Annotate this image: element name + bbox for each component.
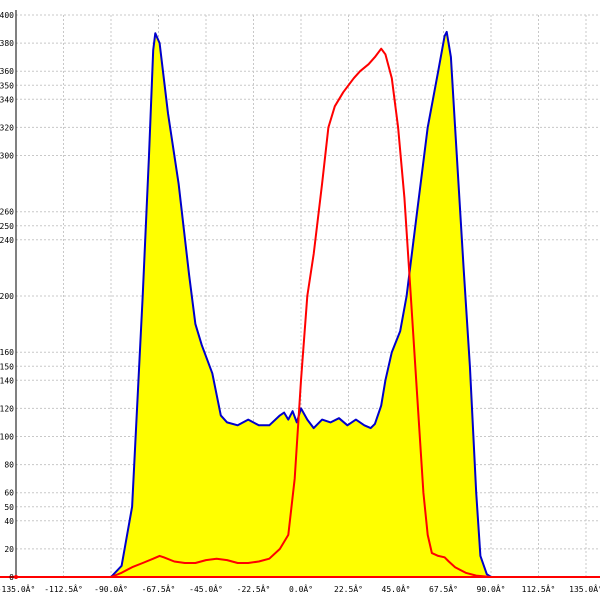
y-tick-label: 380 [0, 39, 14, 48]
x-tick-label: -90.0Â° [94, 583, 128, 594]
x-tick-label: -22.5Â° [237, 583, 271, 594]
x-tick-label: 90.0Â° [477, 583, 506, 594]
y-tick-label: 320 [0, 123, 14, 132]
x-tick-label: 112.5Â° [522, 583, 556, 594]
y-tick-label: 360 [0, 67, 14, 76]
y-tick-label: 80 [4, 461, 14, 470]
y-tick-label: 50 [4, 503, 14, 512]
axes [0, 10, 600, 579]
y-tick-label: 250 [0, 222, 14, 231]
y-tick-label: 340 [0, 95, 14, 104]
series-0-line [110, 30, 492, 578]
y-tick-label: 150 [0, 362, 14, 371]
y-tick-label: 0 [9, 573, 14, 582]
series-area-fill [111, 31, 491, 577]
y-tick-label: 300 [0, 152, 14, 161]
y-tick-label: 20 [4, 545, 14, 554]
y-tick-label: 140 [0, 376, 14, 385]
y-tick-label: 260 [0, 208, 14, 217]
y-tick-label: 200 [0, 292, 14, 301]
x-tick-label: 67.5Â° [429, 583, 458, 594]
x-tick-label: 45.0Â° [382, 583, 411, 594]
origin-marker [14, 575, 18, 579]
y-tick-label: 160 [0, 348, 14, 357]
y-tick-label: 60 [4, 489, 14, 498]
y-tick-label: 120 [0, 404, 14, 413]
y-tick-label: 240 [0, 236, 14, 245]
x-tick-label: -45.0Â° [189, 583, 223, 594]
series-1-line [110, 47, 492, 578]
x-tick-label: 135.0Â° [569, 583, 600, 594]
y-tick-label: 40 [4, 517, 14, 526]
y-tick-label: 400 [0, 11, 14, 20]
x-tick-label: 0.0Â° [289, 583, 313, 594]
x-tick-label: 22.5Â° [334, 583, 363, 594]
y-tick-label: 100 [0, 433, 14, 442]
tick-labels: 0 20 40 50 60 80 100 120 140 150 160 200 240 250 260 30… [0, 11, 600, 594]
x-tick-label: -67.5Â° [142, 583, 176, 594]
series-0-area [111, 31, 491, 577]
x-tick-label: -135.0Â° [0, 583, 35, 594]
x-tick-label: -112.5Â° [44, 583, 83, 594]
series-lines [110, 30, 492, 578]
y-tick-label: 350 [0, 81, 14, 90]
